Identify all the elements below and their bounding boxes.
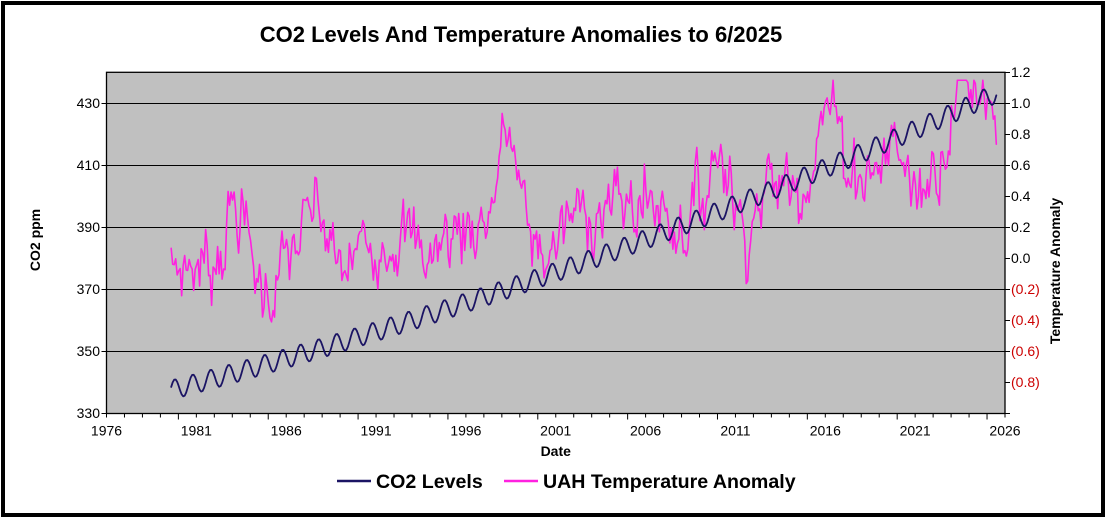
svg-text:1.0: 1.0 <box>1011 95 1031 111</box>
svg-text:0.2: 0.2 <box>1011 219 1031 235</box>
svg-text:330: 330 <box>77 405 101 421</box>
svg-text:(0.6): (0.6) <box>1011 343 1040 359</box>
svg-text:2006: 2006 <box>630 423 661 439</box>
svg-text:390: 390 <box>77 219 101 235</box>
svg-text:UAH Temperature Anomaly: UAH Temperature Anomaly <box>543 471 796 493</box>
svg-text:1.2: 1.2 <box>1011 64 1031 80</box>
svg-text:370: 370 <box>77 281 101 297</box>
svg-text:0.6: 0.6 <box>1011 157 1031 173</box>
svg-text:Temperature Anomaly: Temperature Anomaly <box>1047 198 1063 344</box>
svg-text:0.0: 0.0 <box>1011 250 1031 266</box>
svg-text:2001: 2001 <box>540 423 571 439</box>
svg-text:(0.2): (0.2) <box>1011 281 1040 297</box>
svg-text:(0.8): (0.8) <box>1011 374 1040 390</box>
svg-text:1981: 1981 <box>181 423 212 439</box>
svg-text:0.8: 0.8 <box>1011 126 1031 142</box>
svg-text:1976: 1976 <box>91 423 122 439</box>
svg-text:2016: 2016 <box>810 423 841 439</box>
svg-text:CO2 ppm: CO2 ppm <box>27 209 43 271</box>
svg-text:2021: 2021 <box>900 423 931 439</box>
svg-text:Date: Date <box>541 443 572 459</box>
svg-text:1986: 1986 <box>271 423 302 439</box>
svg-text:0.4: 0.4 <box>1011 188 1031 204</box>
svg-text:(0.4): (0.4) <box>1011 312 1040 328</box>
svg-text:1991: 1991 <box>360 423 391 439</box>
svg-text:410: 410 <box>77 157 101 173</box>
svg-text:CO2 Levels: CO2 Levels <box>376 471 483 493</box>
svg-text:430: 430 <box>77 95 101 111</box>
svg-text:2011: 2011 <box>720 423 750 439</box>
svg-text:350: 350 <box>77 343 101 359</box>
svg-text:2026: 2026 <box>989 423 1020 439</box>
svg-text:1996: 1996 <box>450 423 481 439</box>
